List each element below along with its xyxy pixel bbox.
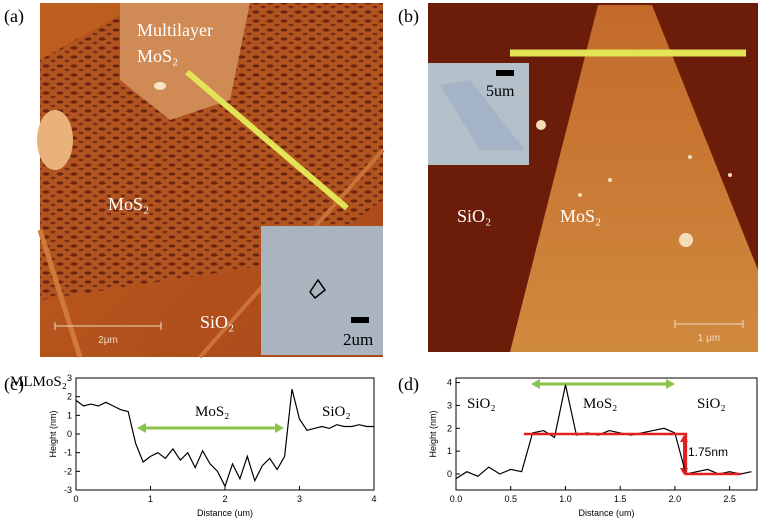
region-label: Multilayer — [137, 20, 213, 40]
afm-image-b — [428, 3, 758, 352]
region-label: SiO₂ — [457, 206, 491, 226]
y-axis-label: Height (nm) — [48, 410, 58, 457]
x-axis-label: Distance (um) — [197, 508, 253, 518]
y-tick-label: -1 — [64, 448, 72, 458]
panel-label: (b) — [398, 6, 419, 27]
x-tick-label: 3 — [297, 494, 302, 504]
y-tick-label: 3 — [67, 373, 72, 383]
x-tick-label: 2.5 — [723, 494, 736, 504]
x-axis-label: Distance (um) — [578, 508, 634, 518]
annotation: MoS₂ — [583, 396, 617, 412]
x-tick-label: 2 — [222, 494, 227, 504]
region-label: MoS₂ — [560, 206, 601, 226]
figure: (a) Multilayer MoS₂ MoS₂ SiO₂ 2μm 2um (b… — [0, 0, 763, 524]
region-label: SiO₂ — [200, 312, 234, 332]
y-tick-label: -3 — [64, 485, 72, 495]
annotation: SiO₂ — [697, 396, 726, 412]
y-tick-label: 4 — [447, 378, 452, 388]
scale-label: 1 μm — [698, 333, 720, 344]
y-tick-label: 1 — [67, 410, 72, 420]
x-tick-label: 2.0 — [669, 494, 682, 504]
panel-label: (a) — [4, 6, 24, 27]
annotation: MLMoS₂ — [10, 374, 67, 390]
x-tick-label: 1.5 — [614, 494, 627, 504]
annotation: SiO₂ — [322, 404, 351, 420]
y-tick-label: 0 — [447, 469, 452, 479]
annotation: 1.75nm — [688, 445, 728, 459]
x-tick-label: 1 — [148, 494, 153, 504]
panel-label: (d) — [398, 374, 419, 395]
x-tick-label: 0.5 — [504, 494, 517, 504]
y-tick-label: 2 — [447, 423, 452, 433]
x-tick-label: 1.0 — [559, 494, 572, 504]
plot-frame — [76, 378, 374, 490]
y-tick-label: 1 — [447, 446, 452, 456]
annotation: MoS₂ — [195, 404, 229, 420]
x-tick-label: 0.0 — [450, 494, 463, 504]
y-tick-label: 2 — [67, 392, 72, 402]
x-tick-label: 0 — [73, 494, 78, 504]
region-label: MoS₂ — [108, 194, 149, 214]
y-axis-label: Height (nm) — [428, 410, 438, 457]
x-tick-label: 4 — [371, 494, 376, 504]
annotation: SiO₂ — [467, 396, 496, 412]
scale-label: 2um — [343, 330, 373, 349]
y-tick-label: -2 — [64, 466, 72, 476]
afm-image-a — [37, 3, 383, 357]
y-tick-label: 3 — [447, 400, 452, 410]
y-tick-label: 0 — [67, 429, 72, 439]
scale-label: 2μm — [98, 335, 118, 346]
scale-label: 5um — [486, 83, 515, 100]
region-label: MoS₂ — [137, 46, 178, 66]
